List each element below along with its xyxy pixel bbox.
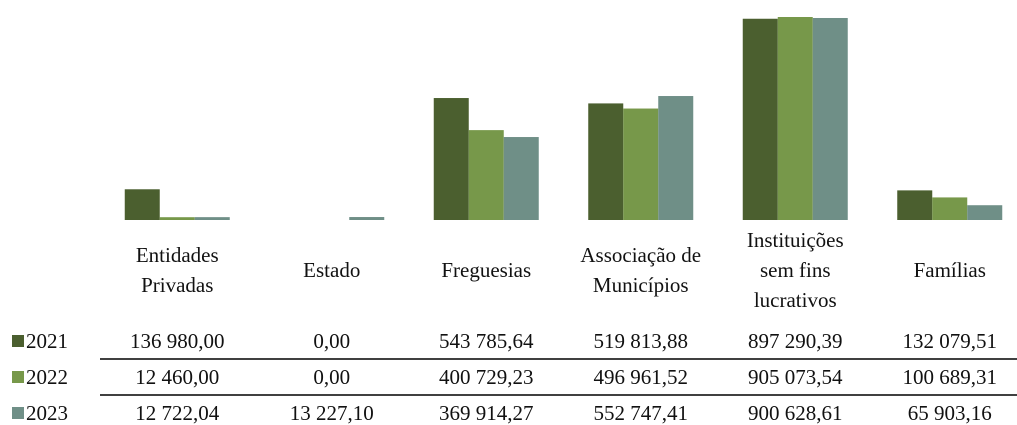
- bar: [897, 190, 933, 220]
- bar: [658, 96, 694, 220]
- category-label: Instituições sem fins lucrativos: [746, 228, 844, 312]
- category-label: Associação de Municípios: [580, 243, 702, 297]
- value-label: 900 628,61: [748, 401, 843, 425]
- category-label: Famílias: [913, 258, 986, 282]
- category-label: Freguesias: [441, 258, 532, 282]
- bar: [124, 189, 160, 220]
- bar: [742, 18, 778, 220]
- value-label: 400 729,23: [439, 365, 534, 389]
- legend-swatch: [12, 371, 24, 383]
- bar: [468, 130, 504, 220]
- bar: [194, 217, 230, 220]
- value-label: 543 785,64: [439, 329, 534, 353]
- bar: [503, 137, 539, 220]
- bar: [588, 103, 624, 220]
- bar: [812, 17, 848, 220]
- bar: [433, 98, 469, 220]
- bar: [623, 108, 659, 220]
- value-label: 13 227,10: [289, 401, 374, 425]
- bar: [932, 197, 968, 220]
- value-label: 496 961,52: [593, 365, 689, 389]
- legend-label: 2023: [26, 401, 68, 425]
- value-label: 12 460,00: [135, 365, 220, 389]
- value-label: 0,00: [313, 329, 351, 353]
- legend-label: 2021: [26, 329, 68, 353]
- value-label: 369 914,27: [439, 401, 534, 425]
- value-label: 0,00: [313, 365, 351, 389]
- value-label: 519 813,88: [593, 329, 689, 353]
- value-label: 12 722,04: [135, 401, 220, 425]
- value-label: 552 747,41: [593, 401, 689, 425]
- category-label: Entidades Privadas: [135, 243, 219, 297]
- value-label: 905 073,54: [748, 365, 843, 389]
- legend-label: 2022: [26, 365, 68, 389]
- value-label: 65 903,16: [907, 401, 992, 425]
- bar: [777, 17, 813, 220]
- value-label: 132 079,51: [902, 329, 998, 353]
- legend-swatch: [12, 407, 24, 419]
- legend-swatch: [12, 335, 24, 347]
- bar: [967, 205, 1003, 220]
- value-label: 897 290,39: [748, 329, 843, 353]
- bar: [349, 217, 385, 220]
- value-label: 100 689,31: [902, 365, 998, 389]
- bar: [159, 217, 195, 220]
- category-label: Estado: [303, 258, 361, 282]
- value-label: 136 980,00: [130, 329, 225, 353]
